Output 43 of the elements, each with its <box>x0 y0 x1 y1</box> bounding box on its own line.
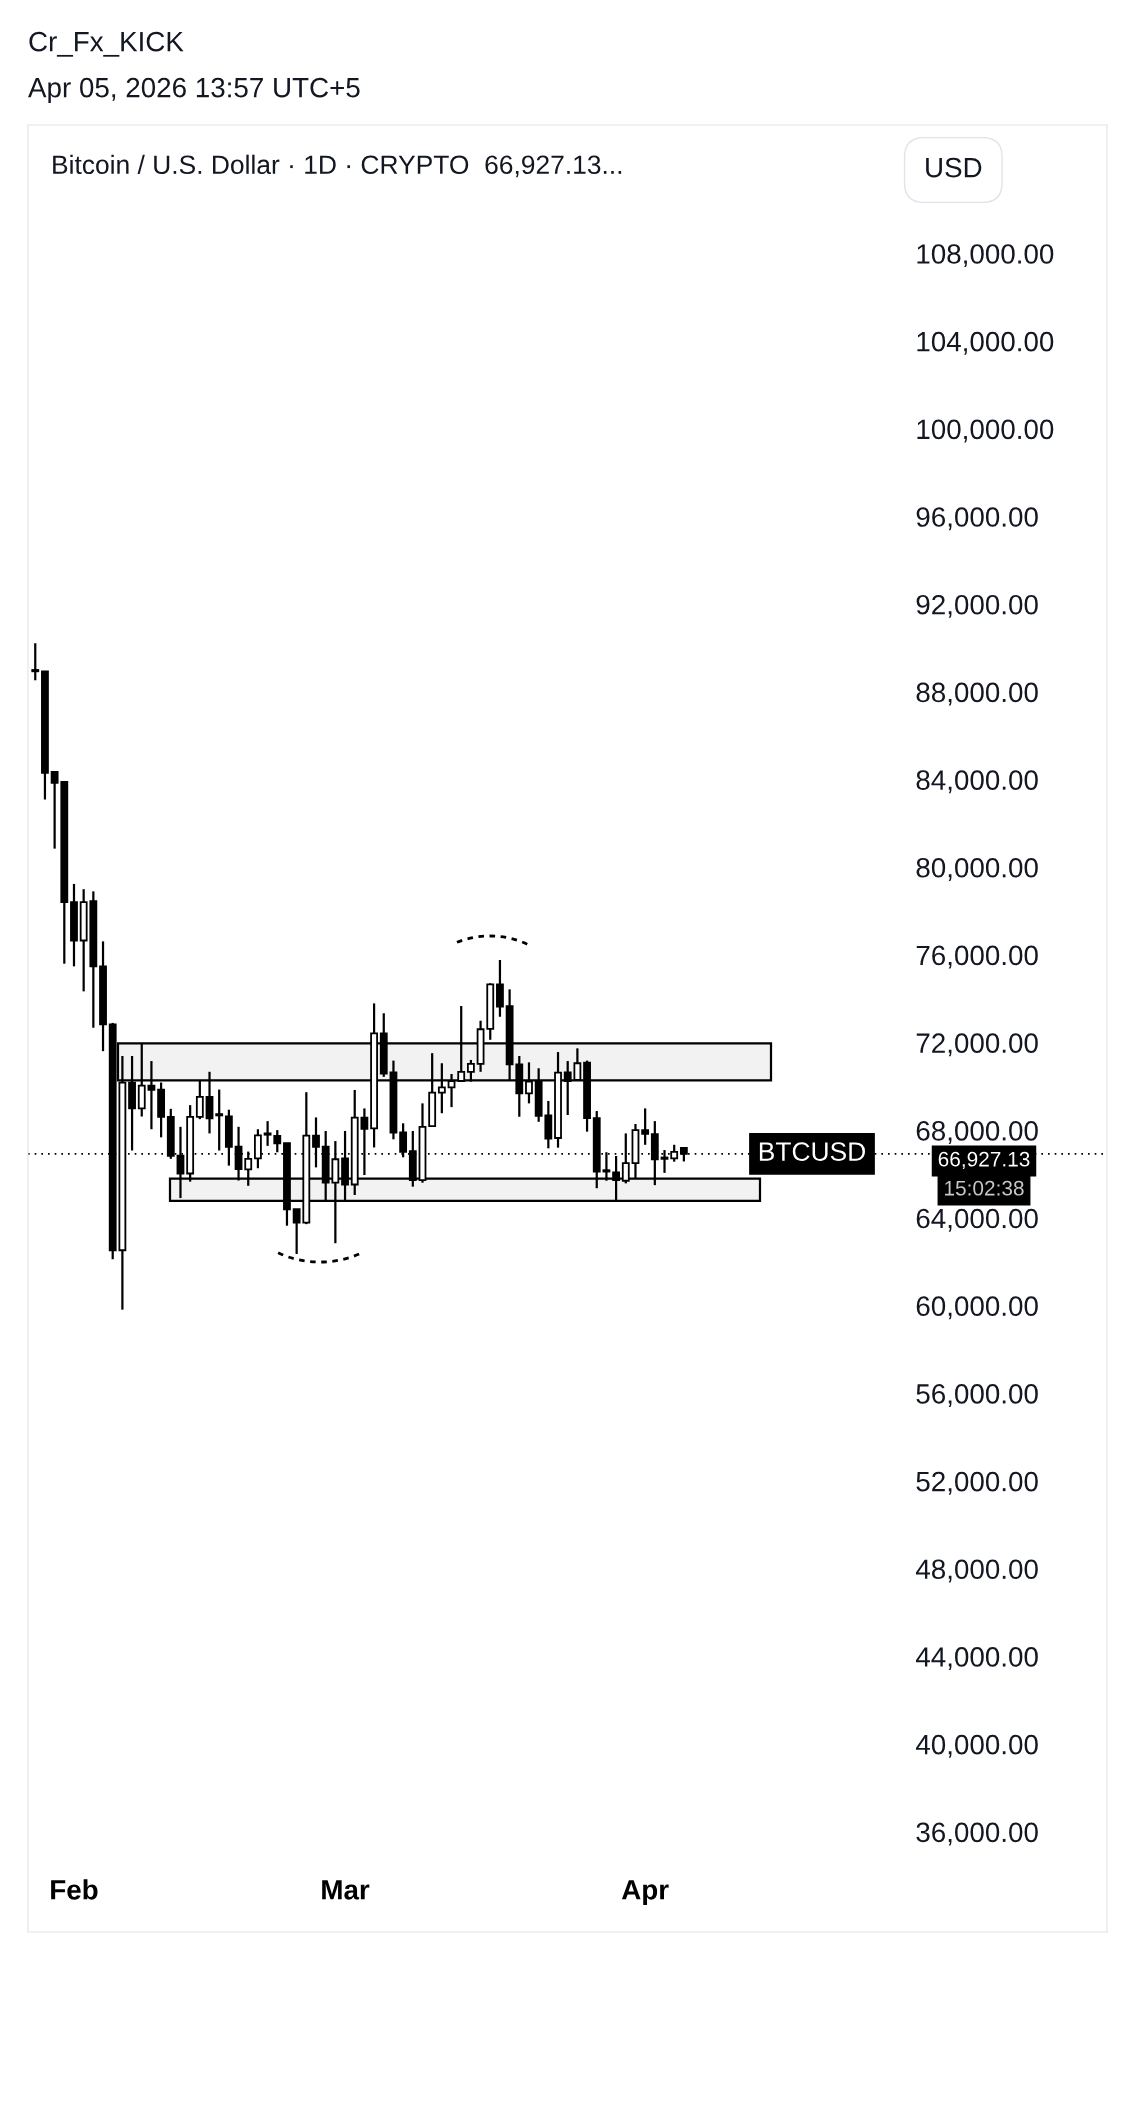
y-tick-label: 72,000.00 <box>916 1033 1038 1057</box>
candlestick <box>447 1072 456 1109</box>
text: Bitcoin / U.S. Dollar · 1D · CRYPTO 66,927.13... <box>53 154 622 178</box>
y-tick-label: 40,000.00 <box>915 1734 1038 1758</box>
candlestick <box>457 1004 466 1083</box>
text: Cr_Fx_KICK <box>29 31 184 57</box>
text: Apr 05, 2026 13:57 UTC+5 <box>28 77 360 103</box>
candlestick <box>525 1061 533 1105</box>
candlestick <box>496 958 504 1018</box>
y-tick-label: 52,000.00 <box>916 1471 1038 1495</box>
candlestick <box>312 1116 320 1169</box>
y-tick-label: 36,000.00 <box>916 1822 1038 1846</box>
annotation: USD <box>926 157 982 178</box>
y-tick-label: 84,000.00 <box>916 770 1038 794</box>
y-tick-label: 48,000.00 <box>915 1559 1038 1583</box>
annotation: 66,927.13 <box>938 1151 1030 1170</box>
x-tick-label: Apr <box>621 1880 669 1906</box>
y-tick-label: 68,000.00 <box>916 1120 1038 1144</box>
ref-line-label: BTCUSD <box>759 1142 865 1161</box>
y-tick-label: 80,000.00 <box>916 857 1038 881</box>
y-tick-label: 76,000.00 <box>916 945 1038 969</box>
x-tick-label: Feb <box>51 1879 98 1900</box>
candlestick <box>147 1059 156 1131</box>
y-tick-label: 44,000.00 <box>915 1647 1038 1671</box>
candlestick <box>205 1070 214 1135</box>
y-tick-label: 104,000.00 <box>917 331 1054 355</box>
y-tick-label: 100,000.00 <box>917 419 1054 443</box>
candlestick <box>466 1058 475 1083</box>
candlestick <box>437 1062 446 1115</box>
annotation: 15:02:38 <box>945 1180 1024 1196</box>
y-tick-label: 64,000.00 <box>916 1208 1038 1232</box>
candlestick <box>137 1042 146 1118</box>
candlestick <box>195 1079 204 1121</box>
y-tick-label: 108,000.00 <box>917 244 1054 268</box>
candlestick <box>31 642 40 682</box>
y-tick-label: 88,000.00 <box>916 682 1038 706</box>
y-tick-label: 96,000.00 <box>916 507 1038 531</box>
y-tick-label: 92,000.00 <box>916 594 1038 618</box>
x-tick-label: Mar <box>322 1880 370 1900</box>
y-tick-label: 60,000.00 <box>916 1296 1038 1320</box>
candlestick <box>215 1088 224 1152</box>
candlestick <box>641 1107 650 1146</box>
y-tick-label: 56,000.00 <box>916 1384 1038 1408</box>
